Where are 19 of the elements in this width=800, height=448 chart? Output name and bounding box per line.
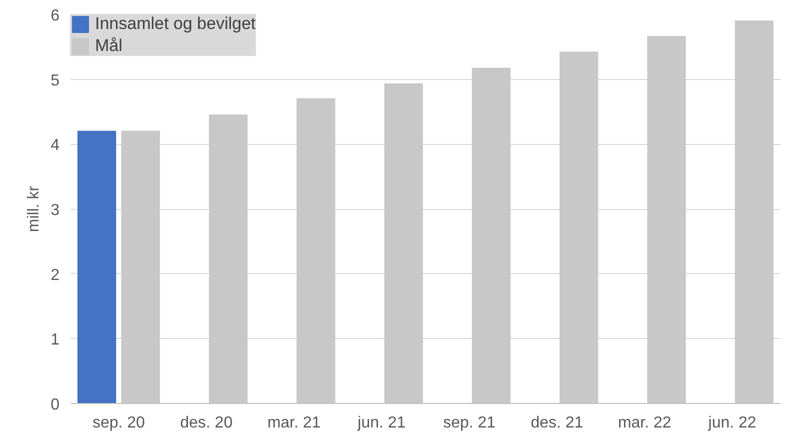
y-tick-label: 4 bbox=[50, 137, 60, 154]
y-tick-label: 6 bbox=[50, 8, 60, 24]
bar bbox=[77, 130, 116, 404]
y-tick-label: 0 bbox=[50, 396, 60, 414]
y-tick-label: 5 bbox=[50, 72, 60, 90]
x-tick-label: mar. 21 bbox=[267, 414, 321, 432]
legend-label: Innsamlet og bevilget bbox=[95, 14, 256, 34]
x-tick-label: mar. 22 bbox=[618, 414, 672, 432]
x-tick-label: des. 20 bbox=[180, 414, 233, 432]
x-tick-label: sep. 20 bbox=[92, 414, 146, 432]
y-tick-label: 3 bbox=[50, 202, 60, 219]
y-tick-label: 1 bbox=[50, 332, 60, 349]
x-tick-label: des. 21 bbox=[530, 414, 584, 432]
y-axis-title: mill. kr bbox=[26, 185, 43, 232]
x-tick-label: jun. 21 bbox=[356, 414, 406, 432]
x-tick-label: sep. 21 bbox=[443, 414, 496, 432]
legend-label: Mål bbox=[95, 36, 122, 56]
x-tick-label: jun. 22 bbox=[707, 414, 756, 432]
y-tick-label: 2 bbox=[50, 266, 60, 284]
